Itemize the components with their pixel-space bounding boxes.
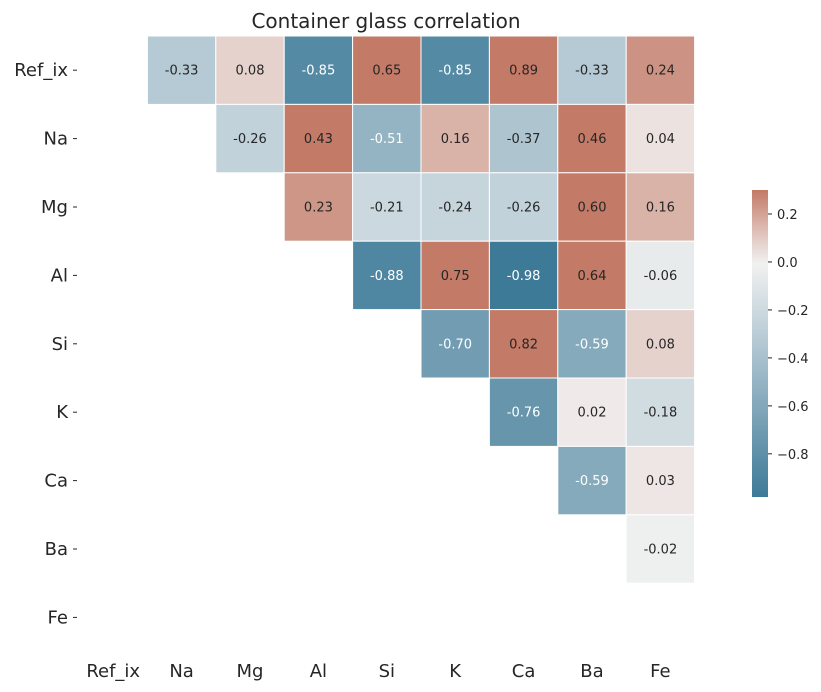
cell-value-label: -0.26 bbox=[507, 201, 541, 216]
colorbar-tick-label: 0.2 bbox=[777, 208, 798, 223]
cell-value-label: -0.98 bbox=[507, 269, 541, 284]
cell-value-label: 0.75 bbox=[441, 269, 470, 284]
column-tick-label: Al bbox=[310, 661, 327, 682]
heatmap-cell-k-ca bbox=[488, 377, 559, 447]
heatmap-cell-k-fe bbox=[625, 377, 696, 447]
row-tick-label: Al bbox=[51, 265, 68, 286]
cell-value-label: 0.43 bbox=[304, 132, 333, 147]
cell-value-label: -0.70 bbox=[438, 337, 472, 352]
heatmap-cell-na-al bbox=[283, 103, 354, 174]
cell-value-label: 0.82 bbox=[509, 337, 538, 352]
column-tick-labels: Ref_ix Na Mg Al Si K Ca Ba Fe bbox=[86, 661, 670, 682]
colorbar-tick-label: 0.0 bbox=[777, 256, 798, 271]
cell-value-label: -0.37 bbox=[507, 132, 541, 147]
column-tick-label: Ba bbox=[580, 661, 603, 682]
cell-value-label: -0.33 bbox=[165, 64, 199, 79]
cell-value-label: -0.18 bbox=[644, 406, 678, 421]
row-tick-label: K bbox=[56, 402, 69, 423]
heatmap-cell-mg-al bbox=[283, 172, 354, 242]
cell-value-label: -0.33 bbox=[575, 64, 609, 79]
cell-value-label: 0.64 bbox=[578, 269, 607, 284]
cell-value-label: 0.02 bbox=[578, 406, 607, 421]
heatmap-cell-si-fe bbox=[625, 309, 696, 379]
colorbar-tick-label: −0.6 bbox=[777, 400, 809, 415]
column-tick-label: Fe bbox=[650, 661, 670, 682]
row-tick-label: Na bbox=[44, 129, 69, 150]
colorbar-tick-label: −0.4 bbox=[777, 352, 809, 367]
cell-value-label: 0.65 bbox=[372, 64, 401, 79]
cell-value-label: 0.24 bbox=[646, 64, 675, 79]
heatmap-cell-ref_ix-si bbox=[352, 35, 422, 105]
cell-value-label: 0.46 bbox=[578, 132, 607, 147]
row-tick-label: Si bbox=[52, 334, 68, 355]
heatmap-cell-na-k bbox=[420, 103, 490, 174]
chart-title: Container glass correlation bbox=[251, 9, 520, 33]
colorbar: 0.2 0.0 −0.2 −0.4 −0.6 −0.8 bbox=[752, 190, 809, 497]
cell-value-label: -0.88 bbox=[370, 269, 404, 284]
cell-value-label: -0.51 bbox=[370, 132, 404, 147]
column-tick-label: Ref_ix bbox=[86, 661, 140, 682]
cell-value-label: -0.06 bbox=[644, 269, 678, 284]
heatmap-cell-na-mg bbox=[215, 103, 285, 174]
heatmap-cell-si-ca bbox=[488, 309, 559, 379]
row-tick-label: Ref_ix bbox=[14, 60, 68, 81]
heatmap-cell-mg-si bbox=[352, 172, 422, 242]
colorbar-gradient bbox=[752, 190, 768, 497]
cell-value-label: 0.03 bbox=[646, 474, 675, 489]
column-tick-label: Ca bbox=[512, 661, 536, 682]
cell-value-label: 0.60 bbox=[578, 201, 607, 216]
heatmap-cell-ref_ix-na bbox=[146, 35, 217, 105]
row-tick-label: Ca bbox=[44, 471, 68, 492]
cell-value-label: 0.08 bbox=[236, 64, 265, 79]
cell-value-label: -0.21 bbox=[370, 201, 404, 216]
cell-value-label: -0.02 bbox=[644, 543, 678, 558]
heatmap-cell-mg-ca bbox=[488, 172, 559, 242]
heatmap-cell-ref_ix-ca bbox=[488, 35, 559, 105]
cell-value-label: 0.16 bbox=[646, 201, 675, 216]
column-tick-label: Mg bbox=[237, 661, 264, 682]
heatmap-cell-al-fe bbox=[625, 240, 696, 311]
heatmap-cell-mg-fe bbox=[625, 172, 696, 242]
cell-value-label: 0.16 bbox=[441, 132, 470, 147]
column-tick-label: K bbox=[449, 661, 462, 682]
heatmap-cell-ref_ix-al bbox=[283, 35, 354, 105]
cell-value-label: -0.24 bbox=[438, 201, 472, 216]
cell-value-label: -0.59 bbox=[575, 474, 609, 489]
heatmap-cell-ref_ix-fe bbox=[625, 35, 696, 105]
heatmap-cell-ca-ba bbox=[557, 445, 627, 516]
heatmap-cell-ba-fe bbox=[625, 514, 696, 584]
colorbar-tick-label: −0.2 bbox=[777, 304, 809, 319]
heatmap-cell-al-ba bbox=[557, 240, 627, 311]
row-tick-label: Mg bbox=[41, 197, 68, 218]
heatmap-cell-na-ba bbox=[557, 103, 627, 174]
heatmap-cell-mg-k bbox=[420, 172, 490, 242]
row-tick-labels: Ref_ix Na Mg Al Si K Ca Ba Fe bbox=[14, 60, 77, 628]
heatmap-cell-si-k bbox=[420, 309, 490, 379]
cell-value-label: 0.89 bbox=[509, 64, 538, 79]
heatmap-cell-na-fe bbox=[625, 103, 696, 174]
cell-value-label: -0.26 bbox=[233, 132, 267, 147]
column-tick-label: Na bbox=[169, 661, 194, 682]
cell-value-label: -0.59 bbox=[575, 337, 609, 352]
heatmap-cell-al-k bbox=[420, 240, 490, 311]
heatmap-cell-mg-ba bbox=[557, 172, 627, 242]
cell-value-label: -0.85 bbox=[302, 64, 336, 79]
cell-value-label: 0.04 bbox=[646, 132, 675, 147]
column-tick-label: Si bbox=[379, 661, 395, 682]
cell-value-label: 0.23 bbox=[304, 201, 333, 216]
row-tick-label: Ba bbox=[45, 539, 68, 560]
heatmap-cells bbox=[146, 35, 696, 584]
heatmap-cell-labels: -0.33 0.08 -0.85 0.65 -0.85 0.89 -0.33 0.24 -0.2… bbox=[165, 64, 677, 558]
cell-value-label: 0.08 bbox=[646, 337, 675, 352]
cell-value-label: -0.76 bbox=[507, 406, 541, 421]
heatmap-cell-ref_ix-mg bbox=[215, 35, 285, 105]
heatmap-cell-al-si bbox=[352, 240, 422, 311]
row-tick-label: Fe bbox=[48, 607, 68, 628]
heatmap-cell-si-ba bbox=[557, 309, 627, 379]
colorbar-tick-label: −0.8 bbox=[777, 448, 809, 463]
cell-value-label: -0.85 bbox=[438, 64, 472, 79]
